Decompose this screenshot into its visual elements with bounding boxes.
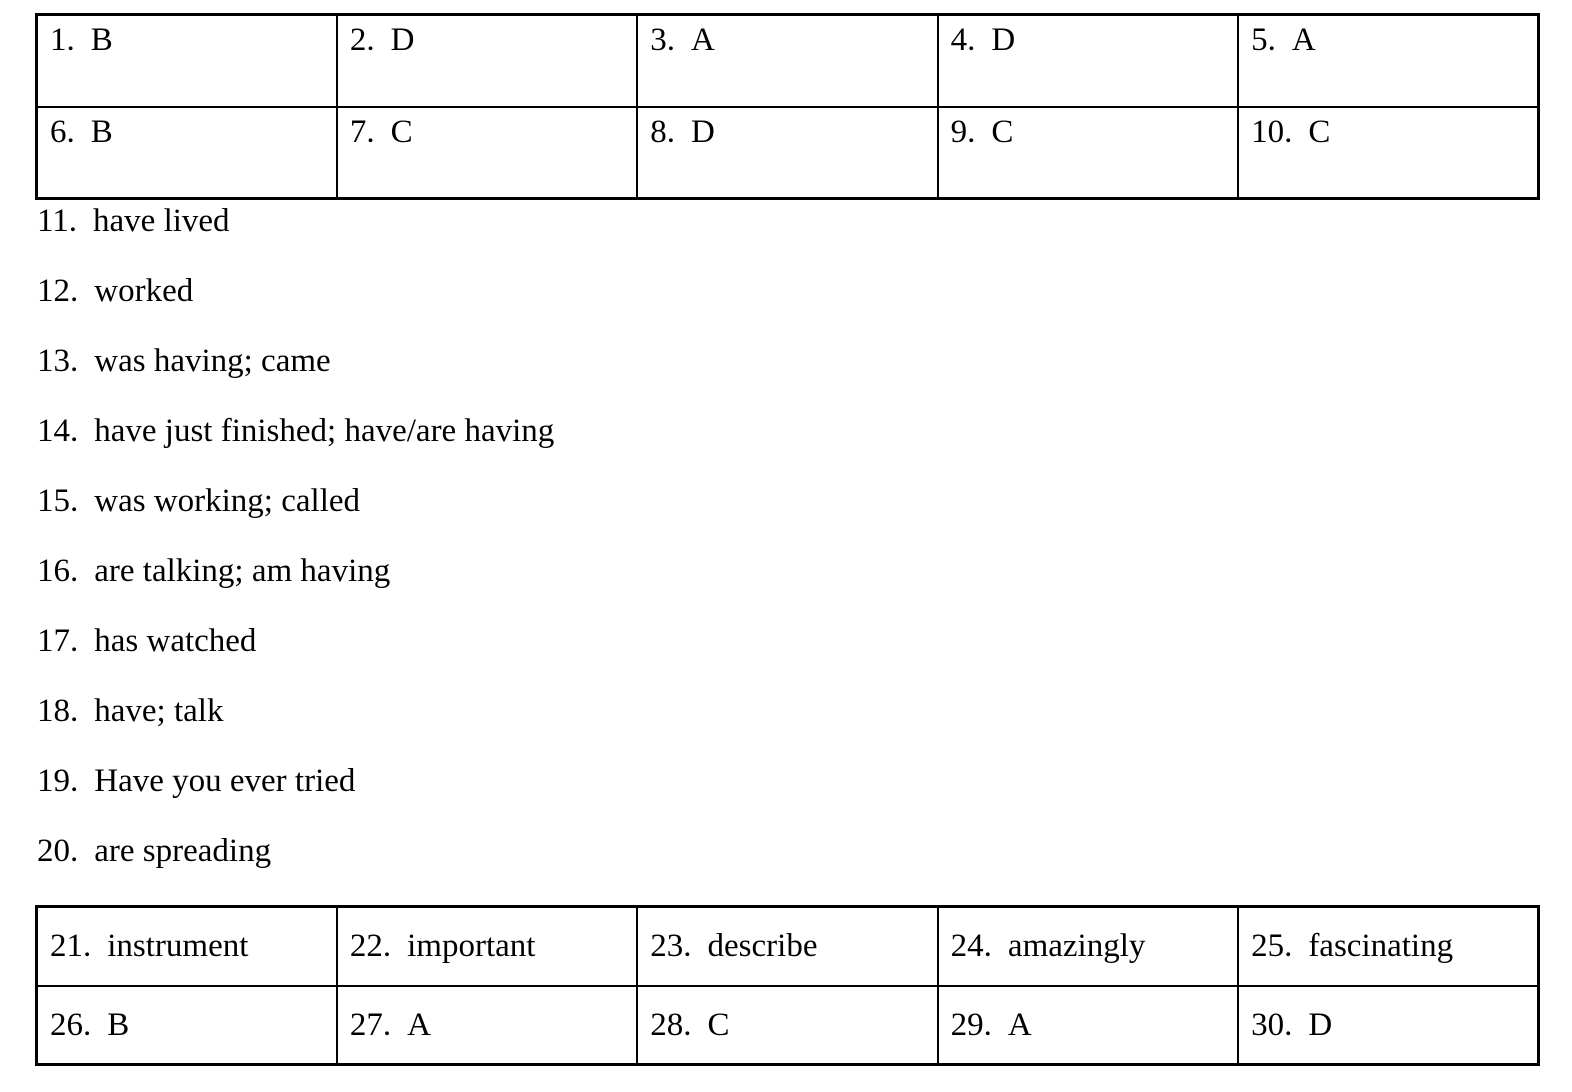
- table-row: 21. instrument 22. important 23. describe 2…: [35, 905, 1540, 987]
- answer-value: amazingly: [1007, 928, 1146, 964]
- answer-cell-28: 28. C: [636, 984, 939, 1066]
- answer-number: 1.: [50, 22, 75, 58]
- answers-table-21-30: 21. instrument 22. important 23. describe 2…: [35, 905, 1540, 1066]
- answer-value: D: [691, 113, 715, 150]
- answer-number: 22.: [349, 928, 392, 964]
- table-row: 1. B 2. D 3. A 4. D 5. A: [35, 13, 1540, 108]
- answer-number: 20.: [37, 833, 79, 869]
- answer-number: 25.: [1251, 928, 1293, 964]
- answer-number: 18.: [37, 693, 79, 729]
- answer-value: are talking; am having: [94, 553, 391, 589]
- answer-value: instrument: [107, 928, 249, 964]
- answer-cell-29: 29. A: [936, 984, 1240, 1066]
- answer-number: 12.: [37, 273, 79, 309]
- answer-number: 8.: [650, 113, 676, 150]
- answer-value: fascinating: [1308, 928, 1454, 964]
- answer-number: 16.: [37, 553, 79, 589]
- answer-value: B: [90, 22, 113, 58]
- answer-value: C: [390, 113, 413, 150]
- answer-number: 19.: [37, 763, 79, 799]
- answer-value: was working; called: [94, 483, 361, 519]
- answer-value: D: [390, 22, 415, 58]
- list-item-20: 20. are spreading: [37, 833, 554, 903]
- answer-cell-23: 23. describe: [636, 905, 939, 987]
- answer-cell-8: 8. D: [636, 105, 939, 200]
- answer-value: have; talk: [94, 693, 224, 729]
- answer-value: C: [707, 1006, 730, 1043]
- table-row: 26. B 27. A 28. C 29. A 30. D: [35, 984, 1540, 1066]
- answer-cell-25: 25. fascinating: [1237, 905, 1540, 987]
- answer-number: 10.: [1251, 113, 1293, 150]
- list-item-18: 18. have; talk: [37, 693, 554, 763]
- answer-cell-10: 10. C: [1237, 105, 1540, 200]
- answer-cell-24: 24. amazingly: [936, 905, 1240, 987]
- answer-number: 30.: [1251, 1006, 1293, 1043]
- list-item-11: 11. have lived: [37, 203, 554, 273]
- answer-cell-7: 7. C: [335, 105, 639, 200]
- answer-number: 7.: [349, 113, 375, 150]
- answer-value: important: [407, 928, 536, 964]
- answer-value: A: [407, 1006, 431, 1043]
- answer-value: D: [991, 22, 1016, 58]
- list-item-14: 14. have just finished; have/are having: [37, 413, 554, 483]
- answer-number: 13.: [37, 343, 79, 379]
- answer-value: B: [107, 1006, 130, 1043]
- answer-value: are spreading: [94, 833, 272, 869]
- answer-cell-3: 3. A: [636, 13, 939, 108]
- answer-value: worked: [94, 273, 194, 309]
- answers-list-11-20: 11. have lived 12. worked 13. was having; c…: [37, 203, 554, 903]
- answer-number: 11.: [37, 203, 78, 239]
- list-item-12: 12. worked: [37, 273, 554, 343]
- answer-cell-30: 30. D: [1237, 984, 1540, 1066]
- answer-value: Have you ever tried: [94, 763, 356, 799]
- answer-number: 6.: [50, 113, 75, 150]
- answer-cell-9: 9. C: [936, 105, 1240, 200]
- answer-value: A: [691, 22, 715, 58]
- answer-value: A: [1291, 22, 1316, 58]
- answer-value: A: [1007, 1006, 1032, 1043]
- answer-cell-2: 2. D: [335, 13, 639, 108]
- answer-cell-1: 1. B: [35, 13, 338, 108]
- list-item-17: 17. has watched: [37, 623, 554, 693]
- answer-value: have just finished; have/are having: [94, 413, 555, 449]
- answer-cell-27: 27. A: [335, 984, 639, 1066]
- answer-number: 9.: [950, 113, 976, 150]
- list-item-15: 15. was working; called: [37, 483, 554, 553]
- answers-table-1-10: 1. B 2. D 3. A 4. D 5. A 6. B 7. C 8. D 9. C 10. C: [35, 13, 1540, 200]
- answer-cell-22: 22. important: [335, 905, 639, 987]
- answer-value: B: [90, 113, 113, 150]
- answer-number: 21.: [50, 928, 92, 964]
- list-item-13: 13. was having; came: [37, 343, 554, 413]
- answer-cell-26: 26. B: [35, 984, 338, 1066]
- answer-number: 29.: [950, 1006, 992, 1043]
- answer-value: was having; came: [94, 343, 331, 379]
- answer-number: 26.: [50, 1006, 92, 1043]
- answer-number: 2.: [349, 22, 375, 58]
- answer-number: 27.: [349, 1006, 392, 1043]
- answer-value: describe: [707, 928, 818, 964]
- answer-number: 15.: [37, 483, 79, 519]
- answer-cell-6: 6. B: [35, 105, 338, 200]
- answer-number: 4.: [950, 22, 976, 58]
- answer-number: 28.: [650, 1006, 692, 1043]
- list-item-16: 16. are talking; am having: [37, 553, 554, 623]
- answer-cell-4: 4. D: [936, 13, 1240, 108]
- answer-value: has watched: [94, 623, 257, 659]
- answer-cell-21: 21. instrument: [35, 905, 338, 987]
- list-item-19: 19. Have you ever tried: [37, 763, 554, 833]
- answer-number: 24.: [950, 928, 992, 964]
- answer-value: have lived: [93, 203, 230, 239]
- table-row: 6. B 7. C 8. D 9. C 10. C: [35, 105, 1540, 200]
- answer-number: 5.: [1251, 22, 1276, 58]
- answer-value: C: [991, 113, 1014, 150]
- answer-number: 23.: [650, 928, 692, 964]
- answer-number: 14.: [37, 413, 79, 449]
- answer-cell-5: 5. A: [1237, 13, 1540, 108]
- answer-value: D: [1308, 1006, 1333, 1043]
- answer-value: C: [1308, 113, 1331, 150]
- answer-number: 17.: [37, 623, 79, 659]
- answer-number: 3.: [650, 22, 676, 58]
